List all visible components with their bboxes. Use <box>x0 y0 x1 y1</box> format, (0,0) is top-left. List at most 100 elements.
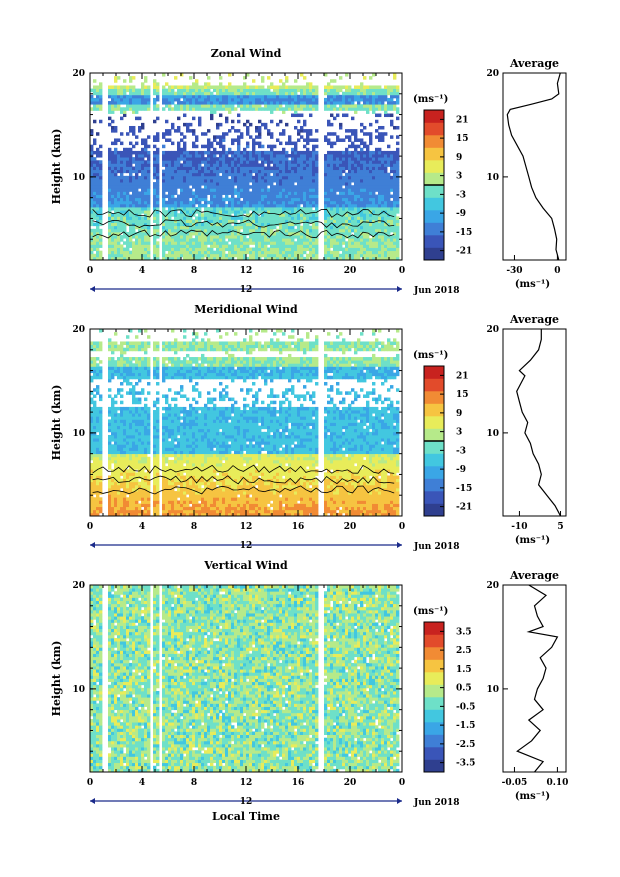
heatmap-cell <box>363 142 366 146</box>
heatmap-cell <box>282 244 285 248</box>
heatmap-cell <box>255 126 258 130</box>
heatmap-cell <box>90 488 93 492</box>
heatmap-cell <box>270 110 273 114</box>
heatmap-cell <box>396 226 399 230</box>
heatmap-cell <box>135 204 138 208</box>
heatmap-cell <box>219 123 222 127</box>
heatmap-cell <box>210 173 213 177</box>
heatmap-cell <box>336 107 339 111</box>
heatmap-cell <box>111 188 114 192</box>
heatmap-cell <box>249 104 252 108</box>
heatmap-cell <box>237 238 240 242</box>
heatmap-cell <box>117 216 120 220</box>
heatmap-cell <box>213 251 216 255</box>
heatmap-cell <box>96 376 99 380</box>
heatmap-cell <box>396 195 399 199</box>
heatmap-cell <box>330 188 333 192</box>
heatmap-cell <box>276 195 279 199</box>
colorbar-tick-label: 3 <box>456 172 462 182</box>
heatmap-cell <box>183 179 186 183</box>
heatmap-cell <box>294 185 297 189</box>
heatmap-cell <box>210 219 213 223</box>
heatmap-cell <box>243 241 246 245</box>
heatmap-cell <box>237 207 240 211</box>
heatmap-cell <box>168 104 171 108</box>
heatmap-cell <box>387 151 390 155</box>
heatmap-cell <box>351 201 354 205</box>
heatmap-cell <box>237 142 240 146</box>
heatmap-cell <box>108 419 111 423</box>
heatmap-cell <box>189 85 192 89</box>
heatmap-cell <box>273 235 276 239</box>
heatmap-cell <box>120 207 123 211</box>
heatmap-cell <box>339 85 342 89</box>
heatmap-cell <box>300 182 303 186</box>
heatmap-cell <box>198 160 201 164</box>
heatmap-cell <box>189 92 192 96</box>
heatmap-cell <box>348 204 351 208</box>
heatmap-cell <box>351 188 354 192</box>
heatmap-cell <box>120 438 123 442</box>
heatmap-cell <box>306 132 309 136</box>
heatmap-cell <box>96 244 99 248</box>
heatmap-cell <box>342 191 345 195</box>
heatmap-cell <box>90 504 93 508</box>
heatmap-cell <box>243 179 246 183</box>
heatmap-cell <box>390 101 393 105</box>
heatmap-cell <box>297 235 300 239</box>
heatmap-cell <box>120 95 123 99</box>
heatmap-cell <box>180 157 183 161</box>
heatmap-cell <box>378 201 381 205</box>
heatmap-cell <box>114 500 117 504</box>
heatmap-cell <box>273 89 276 93</box>
heatmap-cell <box>228 98 231 102</box>
heatmap-cell <box>396 223 399 227</box>
heatmap-cell <box>117 423 120 427</box>
heatmap-cell <box>372 104 375 108</box>
heatmap-cell <box>132 248 135 252</box>
heatmap-cell <box>324 163 327 167</box>
heatmap-cell <box>348 173 351 177</box>
heatmap-cell <box>291 167 294 171</box>
heatmap-cell <box>378 235 381 239</box>
heatmap-cell <box>270 98 273 102</box>
heatmap-cell <box>114 457 117 461</box>
heatmap-cell <box>240 107 243 111</box>
heatmap-cell <box>198 151 201 155</box>
heatmap-cell <box>195 238 198 242</box>
heatmap-cell <box>90 379 93 383</box>
heatmap-cell <box>165 151 168 155</box>
heatmap-cell <box>363 229 366 233</box>
heatmap-cell <box>108 223 111 227</box>
heatmap-cell <box>324 248 327 252</box>
heatmap-cell <box>108 357 111 361</box>
heatmap-cell <box>324 107 327 111</box>
heatmap-cell <box>261 170 264 174</box>
heatmap-cell <box>96 132 99 136</box>
heatmap-cell <box>186 129 189 133</box>
heatmap-cell <box>351 204 354 208</box>
heatmap-cell <box>210 182 213 186</box>
heatmap-cell <box>297 201 300 205</box>
heatmap-cell <box>144 138 147 142</box>
heatmap-cell <box>174 173 177 177</box>
heatmap-cell <box>297 132 300 136</box>
heatmap-cell <box>396 198 399 202</box>
heatmap-cell <box>111 120 114 124</box>
heatmap-cell <box>123 85 126 89</box>
heatmap-cell <box>348 241 351 245</box>
heatmap-cell <box>279 151 282 155</box>
heatmap-cell <box>351 154 354 158</box>
heatmap-cell <box>165 92 168 96</box>
heatmap-cell <box>141 179 144 183</box>
month-label: Jun 2018 <box>413 286 460 296</box>
heatmap-cell <box>204 204 207 208</box>
heatmap-cell <box>117 376 120 380</box>
heatmap-cell <box>255 104 258 108</box>
heatmap-cell <box>339 89 342 93</box>
heatmap-cell <box>306 104 309 108</box>
heatmap-cell <box>258 198 261 202</box>
heatmap-cell <box>231 219 234 223</box>
heatmap-cell <box>222 170 225 174</box>
heatmap-cell <box>381 251 384 255</box>
